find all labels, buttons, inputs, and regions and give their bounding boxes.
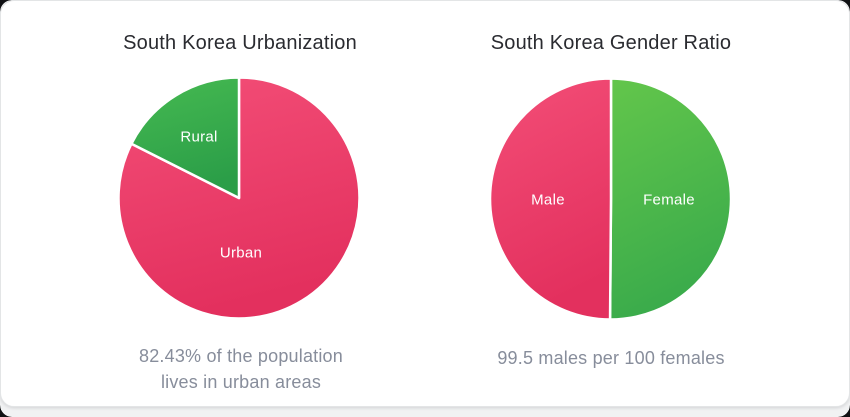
rural-slice-label: Rural — [180, 128, 218, 146]
urbanization-caption-line-1: 82.43% of the population — [139, 346, 343, 366]
urbanization-pie-svg — [117, 76, 361, 320]
female-slice-label: Female — [643, 191, 695, 209]
urbanization-chart-title: South Korea Urbanization — [123, 32, 357, 54]
gender-ratio-pie-chart: Male Female — [488, 76, 734, 322]
stats-card: South Korea Urbanization Urban Rural 82.… — [0, 0, 850, 407]
male-slice-label: Male — [531, 191, 565, 209]
urbanization-caption-line-2: lives in urban areas — [160, 372, 322, 392]
gender-ratio-chart-title: South Korea Gender Ratio — [490, 32, 732, 54]
gender-ratio-caption: 99.5 males per 100 females — [497, 345, 724, 371]
urban-slice-label: Urban — [219, 244, 263, 262]
urbanization-pie-chart: Urban Rural — [116, 75, 362, 321]
gender-ratio-pie-svg — [488, 77, 733, 321]
urbanization-caption: 82.43% of the population lives in urban … — [139, 343, 343, 395]
gender-ratio-caption-line-1: 99.5 males per 100 females — [497, 348, 725, 368]
